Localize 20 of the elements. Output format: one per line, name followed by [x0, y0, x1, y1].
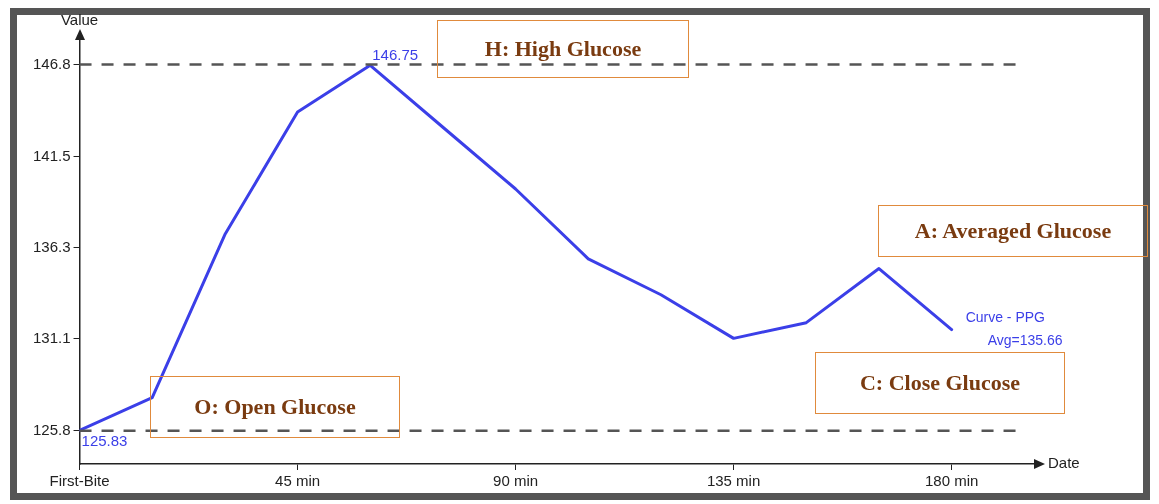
x-axis-title: Date [1048, 454, 1080, 472]
x-tick-label: 180 min [924, 472, 979, 490]
annotation: Avg=135.66 [987, 331, 1063, 348]
x-tick-label: 135 min [706, 472, 761, 490]
annotation: C: Close Glucose [815, 352, 1065, 414]
annotation: O: Open Glucose [150, 376, 400, 438]
data-label: 146.75 [372, 45, 419, 63]
x-tick-label: 45 min [275, 472, 321, 490]
x-tick-label: First-Bite [49, 472, 110, 490]
annotation: A: Averaged Glucose [878, 205, 1148, 257]
y-tick-label: 125.8 [32, 420, 71, 438]
y-axis-title: Value [60, 10, 99, 28]
y-tick-label: 146.8 [32, 54, 71, 72]
x-tick-label: 90 min [493, 472, 539, 490]
y-tick-label: 131.1 [32, 328, 71, 346]
y-tick-label: 136.3 [32, 237, 71, 255]
series-label: Curve - PPG [965, 308, 1045, 325]
y-tick-label: 141.5 [32, 147, 71, 165]
annotation: H: High Glucose [437, 20, 689, 78]
data-label: 125.83 [81, 431, 128, 449]
